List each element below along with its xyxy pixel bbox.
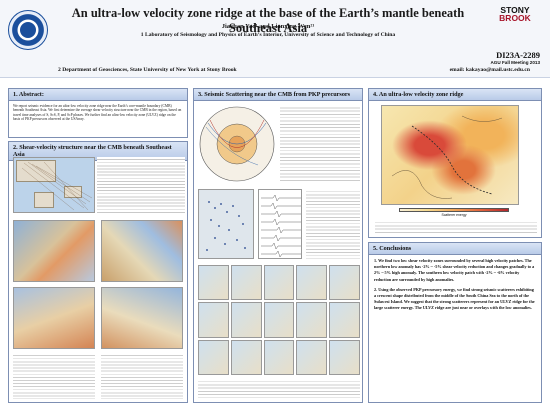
meeting-name: AGU Fall Meeting 2013	[490, 60, 540, 65]
figure-3-caption	[101, 353, 183, 399]
poster-header: An ultra-low velocity zone ridge at the …	[0, 0, 550, 78]
scattering-panel: 3. Seismic Scattering near the CMB from …	[193, 88, 363, 403]
conclusion-1: 1. We find two low shear velocity zones …	[374, 258, 535, 282]
authors: Jiayuan Yao¹ and Lianxing Wen²¹	[221, 23, 315, 30]
waveform-plot	[258, 189, 302, 259]
abstract-panel: 1. Abstract: We report seismic evidence …	[8, 88, 188, 138]
shear-velocity-panel: 2. Shear-velocity structure near the CMB…	[8, 141, 188, 403]
abstract-text: We report seismic evidence for an ultra-…	[13, 104, 182, 122]
conclusions-panel: 5. Conclusions 1. We find two low shear …	[368, 242, 542, 403]
session-info: DI23A-2289 AGU Fall Meeting 2013	[470, 50, 540, 65]
scatterer-energy-colorbar	[399, 208, 509, 212]
raypath-map	[13, 157, 95, 213]
stony-brook-logo: STONY BROOK	[499, 5, 531, 23]
scatterer-map-grid	[198, 265, 360, 375]
figure-1-caption	[97, 157, 185, 215]
session-code: DI23A-2289	[496, 50, 540, 60]
ustc-logo	[8, 10, 48, 50]
conclusion-2: 2. Using the observed PKP precursory ene…	[374, 286, 535, 311]
scattering-text	[280, 105, 360, 183]
ulvz-panel: 4. An ultra-low velocity zone ridge Scat…	[368, 88, 542, 238]
figure-5-caption	[198, 379, 360, 399]
figure-2-caption	[13, 353, 95, 399]
usarray-station-map	[198, 189, 254, 259]
velocity-map-3	[13, 287, 95, 349]
colorbar-label: Scatterer energy	[441, 213, 467, 217]
poster-title: An ultra-low velocity zone ridge at the …	[71, 6, 465, 35]
figure-4-caption	[306, 189, 360, 259]
velocity-map-2	[101, 220, 183, 282]
affiliation-2: 2 Department of Geosciences, State Unive…	[58, 67, 237, 73]
email: email: kakayao@mail.ustc.edu.cn	[449, 67, 530, 73]
abstract-title: 1. Abstract:	[9, 89, 187, 101]
scattering-title: 3. Seismic Scattering near the CMB from …	[194, 89, 362, 101]
globe-raypath-diagram	[198, 105, 276, 183]
ulvz-title: 4. An ultra-low velocity zone ridge	[369, 89, 541, 101]
figure-6-caption	[375, 220, 537, 234]
velocity-map-1	[13, 220, 95, 282]
affiliation-1: 1 Laboratory of Seismology and Physics o…	[140, 32, 396, 38]
ulvz-map	[381, 105, 519, 205]
velocity-map-4	[101, 287, 183, 349]
conclusions-title: 5. Conclusions	[369, 243, 541, 255]
